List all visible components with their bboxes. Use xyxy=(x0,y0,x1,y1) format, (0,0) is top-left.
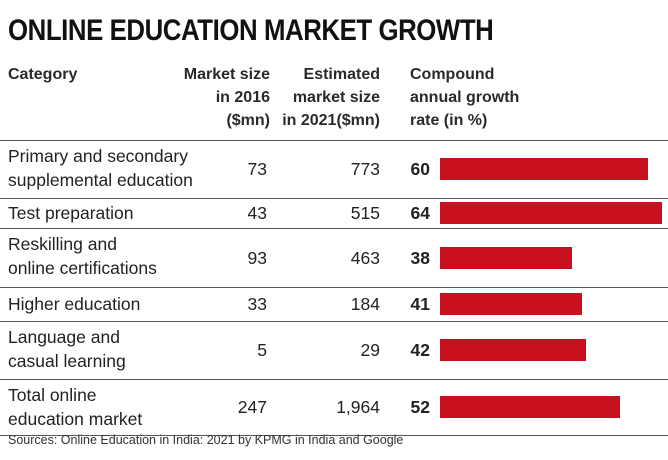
category-cell: Primary and secondary supplemental educat… xyxy=(8,144,238,192)
category-cell: Language and casual learning xyxy=(8,325,238,373)
source-note: Sources: Online Education in India: 2021… xyxy=(8,433,404,447)
category-line: Test preparation xyxy=(8,203,134,223)
cagr-value: 42 xyxy=(410,340,430,360)
header-cagr: Compound annual growth rate (in %) xyxy=(410,66,520,129)
cagr-value: 64 xyxy=(410,203,430,223)
category-cell: Reskilling and online certifications xyxy=(8,232,238,280)
category-line: Higher education xyxy=(8,294,141,314)
market-size-2021-cell: 463 xyxy=(350,248,380,268)
cagr-value: 38 xyxy=(410,248,430,268)
market-size-2021-cell: 773 xyxy=(350,159,380,179)
category-line: casual learning xyxy=(8,351,126,371)
cagr-bar xyxy=(440,247,572,269)
row-divider xyxy=(0,435,668,436)
cagr-value: 41 xyxy=(410,294,430,314)
cagr-value: 60 xyxy=(410,159,430,179)
market-size-2021-cell: 1,964 xyxy=(336,397,380,417)
market-size-2016-cell: 93 xyxy=(247,248,267,268)
row-divider xyxy=(0,287,668,288)
header-market-size-2016: Market size in 2016 ($mn) xyxy=(183,66,270,129)
category-line: online certifications xyxy=(8,258,157,278)
category-line: Language and xyxy=(8,327,120,347)
market-size-2016-cell: 247 xyxy=(237,397,267,417)
category-line: Total online xyxy=(8,385,97,405)
category-cell: Test preparation xyxy=(8,201,238,225)
cagr-bar xyxy=(440,339,586,361)
cagr-bar xyxy=(440,202,662,224)
row-divider xyxy=(0,228,668,229)
category-cell: Total online education market xyxy=(8,383,238,431)
market-size-2016-cell: 43 xyxy=(247,203,267,223)
market-size-2021-cell: 29 xyxy=(360,340,380,360)
market-size-2016-cell: 73 xyxy=(247,159,267,179)
header-market-size-2021: Estimated market size in 2021($mn) xyxy=(282,66,380,129)
market-size-2021-cell: 184 xyxy=(350,294,380,314)
market-size-2021-cell: 515 xyxy=(350,203,380,223)
table-row: Primary and secondary supplemental educat… xyxy=(0,140,668,198)
chart-title: ONLINE EDUCATION MARKET GROWTH xyxy=(8,14,494,47)
row-divider xyxy=(0,140,668,141)
row-divider xyxy=(0,379,668,380)
market-size-2016-cell: 5 xyxy=(257,340,267,360)
cagr-bar xyxy=(440,293,582,315)
header-category: Category xyxy=(8,66,78,83)
row-divider xyxy=(0,198,668,199)
cagr-value: 52 xyxy=(410,397,430,417)
category-cell: Higher education xyxy=(8,292,238,316)
category-line: education market xyxy=(8,409,143,429)
row-divider xyxy=(0,321,668,322)
category-line: supplemental education xyxy=(8,170,193,190)
category-line: Reskilling and xyxy=(8,234,117,254)
table-row: Reskilling and online certifications 93 463… xyxy=(0,228,668,287)
table-row: Test preparation 43 515 64 xyxy=(0,198,668,228)
table-row: Language and casual learning 5 29 42 xyxy=(0,321,668,379)
cagr-bar xyxy=(440,158,648,180)
cagr-bar xyxy=(440,396,620,418)
table-row: Higher education 33 184 41 xyxy=(0,287,668,321)
market-size-2016-cell: 33 xyxy=(247,294,267,314)
table-row: Total online education market 247 1,964 52 xyxy=(0,379,668,435)
category-line: Primary and secondary xyxy=(8,146,188,166)
